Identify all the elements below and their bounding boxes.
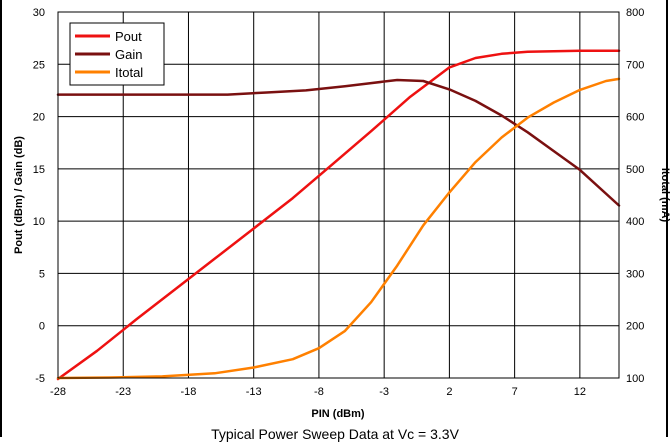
y2-tick-label: 200	[626, 321, 644, 333]
x-tick-label: 7	[512, 386, 518, 398]
y-axis-title: Pout (dBm) / Gain (dB)	[13, 136, 25, 254]
legend-label-pout: Pout	[115, 29, 142, 44]
legend-label-itotal: Itotal	[115, 65, 143, 80]
series-line-itotal	[56, 77, 621, 380]
x-tick-label: -18	[181, 386, 197, 398]
chart-caption: Typical Power Sweep Data at Vc = 3.3V	[211, 426, 459, 442]
x-axis-title: PIN (dBm)	[311, 408, 365, 420]
plot-border	[57, 11, 620, 379]
legend-label-gain: Gain	[115, 47, 142, 62]
y-tick-label: 10	[33, 216, 45, 228]
y2-tick-label: 100	[626, 373, 644, 385]
y2-tick-label: 600	[626, 112, 644, 124]
y2-axis-tick-labels: 100 200 300 400 500 600 700 800	[626, 7, 644, 385]
y-tick-label: 20	[33, 112, 45, 124]
y2-tick-label: 500	[626, 164, 644, 176]
series-line-pout	[56, 49, 621, 381]
legend-items: Pout Gain Itotal	[75, 29, 143, 80]
y2-axis-title: Itotal (mA)	[659, 168, 670, 223]
legend: Pout Gain Itotal	[69, 22, 165, 86]
y-axis-tick-labels: -5 0 5 10 15 20 25 30	[33, 7, 45, 385]
x-tick-label: -8	[314, 386, 324, 398]
x-axis-tick-labels: -28 -23 -18 -13 -8 -3 2 7 12	[50, 386, 586, 398]
x-tick-label: 2	[446, 386, 452, 398]
y2-tick-label: 800	[626, 7, 644, 19]
series-line-gain	[56, 78, 621, 207]
x-tick-label: -13	[246, 386, 262, 398]
y-tick-label: 25	[33, 59, 45, 71]
y-tick-label: 0	[39, 321, 45, 333]
y2-tick-label: 400	[626, 216, 644, 228]
y-tick-label: 30	[33, 7, 45, 19]
series-lines	[56, 49, 621, 381]
y2-tick-label: 300	[626, 268, 644, 280]
x-tick-label: -3	[379, 386, 389, 398]
y-tick-label: 15	[33, 164, 45, 176]
y-tick-label: -5	[35, 373, 45, 385]
x-tick-label: -28	[50, 386, 66, 398]
y-tick-label: 5	[39, 268, 45, 280]
x-tick-label: 12	[574, 386, 586, 398]
x-tick-label: -23	[115, 386, 131, 398]
y2-tick-label: 700	[626, 59, 644, 71]
